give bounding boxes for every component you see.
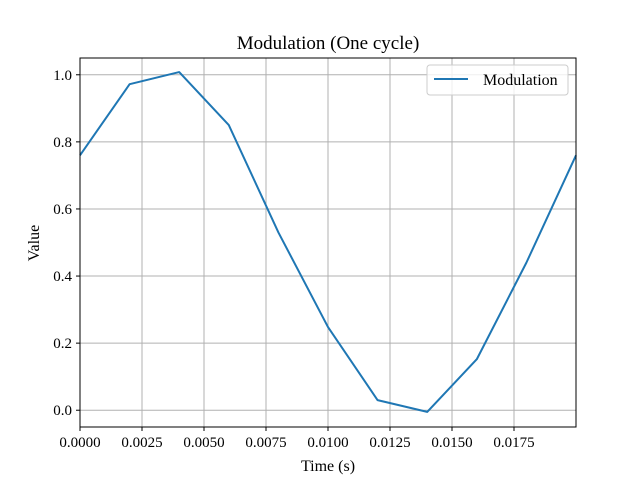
chart-title: Modulation (One cycle): [237, 33, 420, 54]
legend: Modulation: [426, 64, 569, 96]
y-tick-label: 0.0: [53, 403, 72, 419]
y-tick-label: 0.4: [53, 269, 72, 285]
x-tick-label: 0.0000: [59, 435, 100, 451]
x-tick-label: 0.0175: [493, 435, 534, 451]
x-tick-label: 0.0025: [121, 435, 162, 451]
x-tick-label: 0.0125: [369, 435, 410, 451]
series-line-modulation: [79, 71, 577, 413]
series-layer: [79, 71, 577, 413]
grid-lines: [79, 58, 576, 427]
y-tick-label: 0.6: [53, 202, 72, 218]
legend-box: [426, 64, 569, 96]
y-axis-label: Value: [26, 225, 43, 261]
x-axis: 0.0000 0.0025 0.0050 0.0075 0.0100 0.0125 0.01…: [59, 427, 535, 451]
x-axis-label: Time (s): [301, 458, 355, 475]
x-tick-label: 0.0075: [245, 435, 286, 451]
y-tick-label: 0.2: [53, 336, 72, 352]
legend-label-modulation: Modulation: [483, 72, 558, 89]
y-tick-label: 1.0: [53, 68, 72, 84]
x-tick-label: 0.0100: [307, 435, 348, 451]
x-tick-label: 0.0050: [183, 435, 224, 451]
y-tick-label: 0.8: [53, 135, 72, 151]
x-tick-label: 0.0150: [431, 435, 472, 451]
y-axis: 0.0 0.2 0.4 0.6 0.8 1.0: [53, 68, 80, 419]
